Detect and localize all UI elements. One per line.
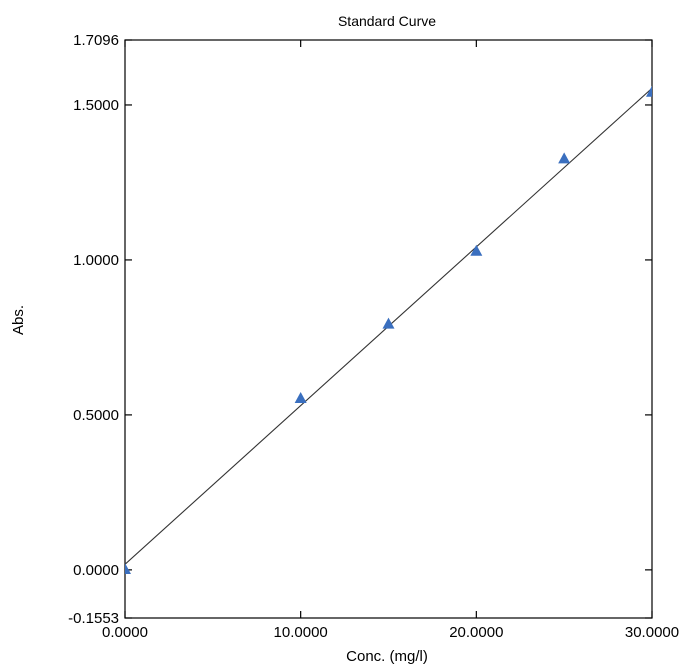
y-tick-label-5: 1.7096: [73, 32, 119, 49]
data-point-1: [294, 391, 307, 403]
y-tick-label-0: -0.1553: [68, 610, 119, 627]
plot-frame: [124, 39, 653, 619]
y-axis-ticks: -0.1553 0.0000 0.5000 1.0000 1.5000 1.7096: [68, 32, 652, 627]
data-points-layer: [125, 85, 652, 575]
data-point-5: [646, 85, 652, 97]
chart-title: Standard Curve: [338, 13, 436, 29]
y-tick-label-4: 1.5000: [73, 97, 119, 114]
x-axis-title: Conc. (mg/l): [346, 648, 428, 665]
x-tick-label-3: 30.0000: [625, 624, 679, 641]
x-axis-ticks: 0.0000 10.0000 20.0000 30.0000: [102, 40, 679, 641]
data-point-2: [382, 317, 395, 329]
data-point-4: [558, 152, 571, 164]
y-axis-title: Abs.: [10, 305, 27, 335]
y-tick-label-1: 0.0000: [73, 562, 119, 579]
data-point-0: [125, 563, 131, 575]
x-tick-label-1: 10.0000: [274, 624, 328, 641]
x-tick-label-0: 0.0000: [102, 624, 148, 641]
x-tick-label-2: 20.0000: [449, 624, 503, 641]
y-tick-label-2: 0.5000: [73, 407, 119, 424]
data-point-3: [470, 244, 483, 256]
y-tick-label-3: 1.0000: [73, 252, 119, 269]
